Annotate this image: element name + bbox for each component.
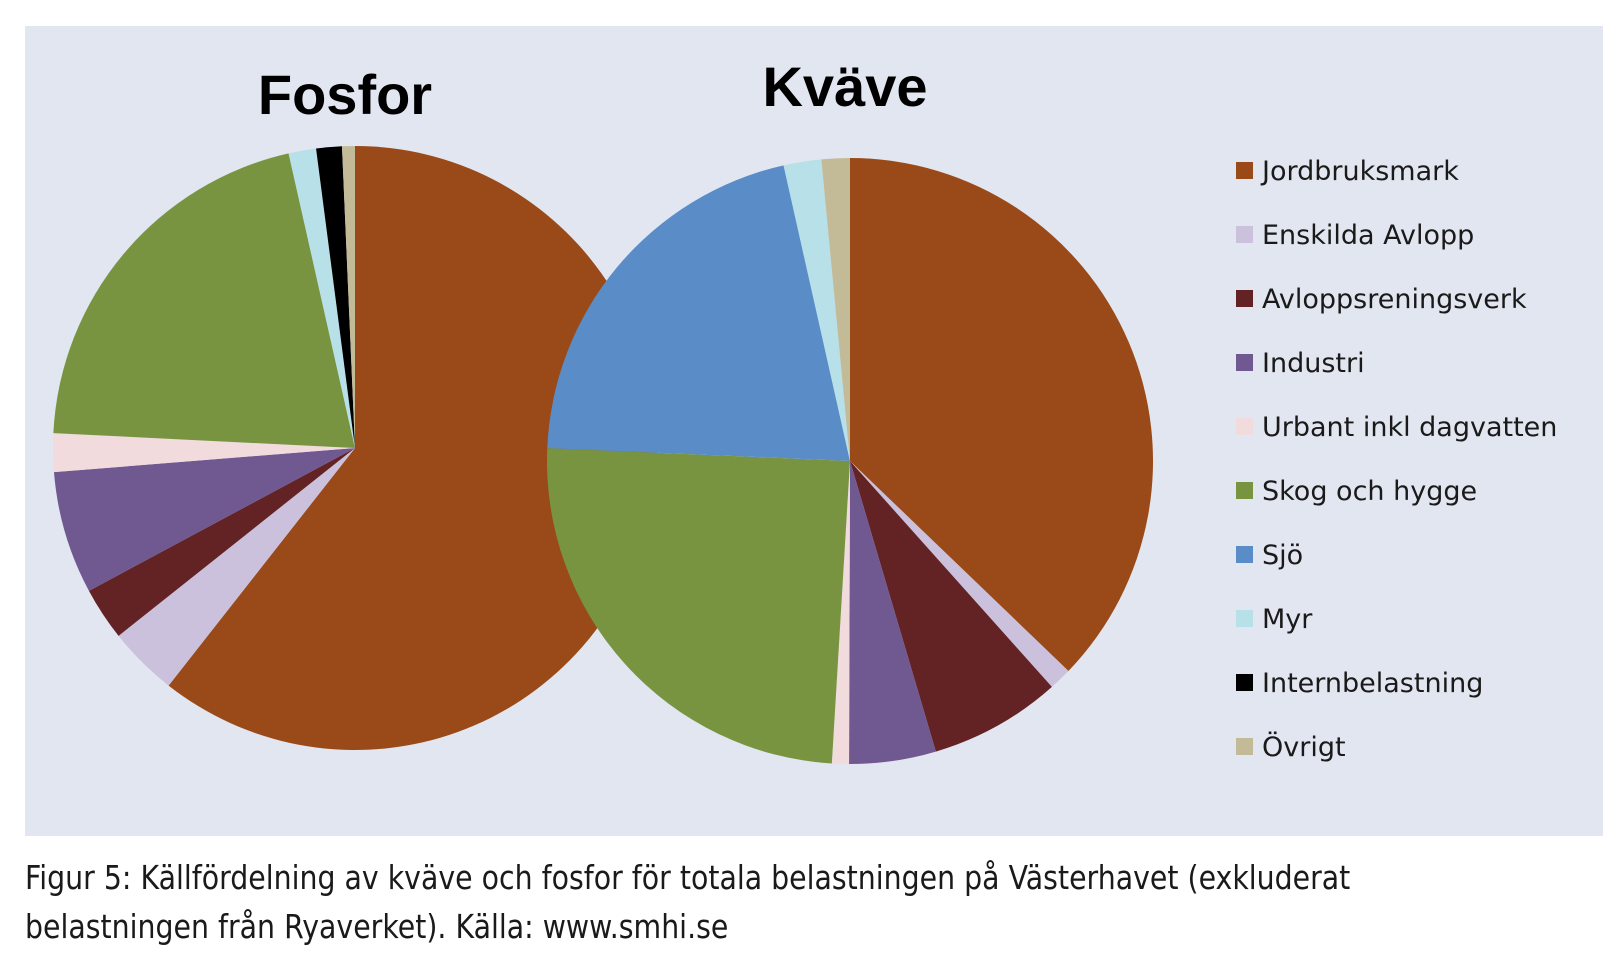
legend-swatch-sjo — [1236, 546, 1253, 563]
pie-slice-kvave-urbant-inkl-dagvatten — [831, 461, 850, 764]
pie-slice-kvave-sjo — [547, 165, 850, 462]
pie-slice-fosfor-internbelastning — [316, 146, 355, 449]
pie-slice-kvave-avloppsreningsverk — [850, 461, 1052, 752]
pie-slice-fosfor-enskilda-avlopp — [118, 448, 355, 686]
legend-swatch-internbelastning — [1236, 674, 1253, 691]
pie-slice-fosfor-skog-och-hygge — [53, 153, 355, 448]
legend-label-urbant-inkl-dagvatten: Urbant inkl dagvatten — [1262, 412, 1557, 443]
pie-slice-kvave-skog-och-hygge — [546, 448, 850, 764]
chart-panel: Fosfor Kväve Jordbruksmark Enskilda Avlop… — [25, 26, 1603, 836]
legend-label-industri: Industri — [1262, 348, 1365, 379]
pie-slice-kvave-myr — [783, 159, 850, 461]
legend-swatch-enskilda-avlopp — [1236, 226, 1253, 243]
legend-swatch-urbant-inkl-dagvatten — [1236, 418, 1253, 435]
legend-swatch-skog-och-hygge — [1236, 482, 1253, 499]
caption-line-2: belastningen från Ryaverket). Källa: www… — [25, 907, 729, 946]
legend-swatch-ovrigt — [1236, 738, 1253, 755]
legend-label-enskilda-avlopp: Enskilda Avlopp — [1262, 220, 1474, 251]
figure-caption: Figur 5: Källfördelning av kväve och fos… — [25, 853, 1375, 951]
pie-slice-fosfor-urbant-inkl-dagvatten — [53, 433, 356, 473]
pie-slice-kvave-enskilda-avlopp — [850, 461, 1069, 687]
pie-slice-fosfor-avloppsreningsverk — [88, 448, 355, 636]
legend-label-jordbruksmark: Jordbruksmark — [1260, 156, 1459, 187]
pie-slice-fosfor-jordbruksmark — [168, 146, 657, 751]
legend-label-myr: Myr — [1262, 604, 1313, 635]
legend-label-skog-och-hygge: Skog och hygge — [1262, 476, 1477, 507]
chart-svg: Fosfor Kväve Jordbruksmark Enskilda Avlop… — [53, 55, 1557, 764]
pie-slice-fosfor-industri — [53, 448, 356, 591]
pie-slice-kvave-ovrigt — [821, 158, 850, 461]
legend-label-avloppsreningsverk: Avloppsreningsverk — [1262, 284, 1527, 315]
legend: Jordbruksmark Enskilda Avlopp Avloppsrenin… — [1236, 156, 1557, 763]
legend-label-ovrigt: Övrigt — [1262, 731, 1346, 763]
pie-slice-kvave-industri — [849, 461, 936, 764]
pie-title-fosfor: Fosfor — [258, 63, 432, 126]
legend-swatch-industri — [1236, 354, 1253, 371]
legend-label-internbelastning: Internbelastning — [1262, 668, 1483, 699]
pie-slice-fosfor-myr — [288, 148, 355, 448]
legend-swatch-jordbruksmark — [1236, 162, 1253, 179]
legend-swatch-myr — [1236, 610, 1253, 627]
legend-label-sjo: Sjö — [1262, 540, 1303, 571]
pie-title-kvave: Kväve — [762, 55, 927, 118]
pie-kvave — [546, 158, 1154, 764]
pie-fosfor — [53, 146, 657, 751]
pie-slice-kvave-jordbruksmark — [850, 158, 1154, 671]
caption-line-1: Figur 5: Källfördelning av kväve och fos… — [25, 858, 1351, 897]
legend-swatch-avloppsreningsverk — [1236, 290, 1253, 307]
pie-slice-fosfor-ovrigt — [341, 146, 355, 448]
